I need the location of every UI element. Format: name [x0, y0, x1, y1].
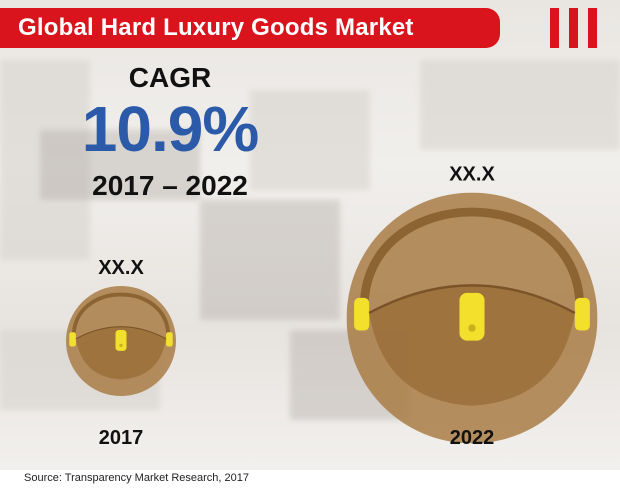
bubble-2017: XX.X 2017 [66, 257, 176, 449]
title-bar: Global Hard Luxury Goods Market [0, 8, 500, 48]
menu-bars-icon [546, 8, 602, 48]
category-label-2017: 2017 [99, 427, 144, 449]
cagr-period: 2017 – 2022 [92, 170, 248, 201]
handbag-icon [66, 286, 176, 396]
value-label-2022: XX.X [449, 164, 495, 186]
bubble-2022: XX.X 2022 [347, 164, 598, 449]
source-note: Source: Transparency Market Research, 20… [24, 472, 250, 484]
chart-title: Global Hard Luxury Goods Market [18, 14, 414, 41]
category-label-2022: 2022 [450, 427, 495, 449]
cagr-label: CAGR [128, 62, 212, 93]
cagr-value: 10.9% [81, 93, 259, 165]
handbag-icon [347, 193, 598, 444]
value-label-2017: XX.X [98, 257, 144, 279]
